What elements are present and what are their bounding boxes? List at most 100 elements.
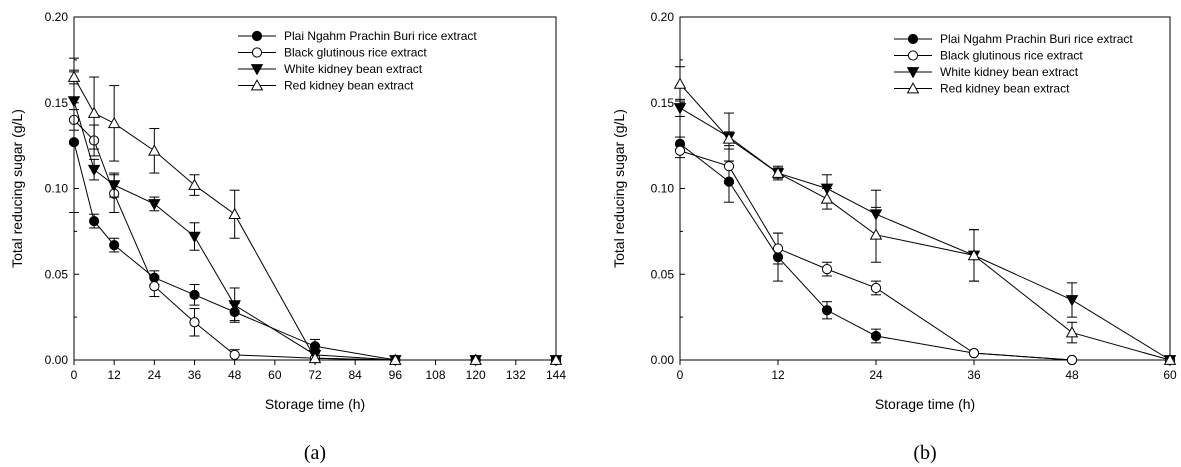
chart-b-x-tick-label: 48 — [1065, 368, 1079, 382]
chart-b-series-3-line — [679, 83, 1171, 361]
chart-b-series-3-point — [967, 248, 981, 261]
chart-b-series-2-line — [679, 107, 1171, 361]
chart-a-series-0 — [68, 71, 562, 366]
chart-b-series-3-point — [820, 192, 834, 204]
chart-a-series-2-point — [67, 96, 81, 108]
chart-a-legend-marker-0 — [251, 30, 263, 42]
chart-a-series-0-point — [189, 289, 200, 300]
chart-b-series-1-point — [821, 264, 833, 275]
chart-b-series-3-point — [869, 228, 883, 240]
chart-a-x-tick-label: 96 — [389, 368, 403, 382]
chart-b-y-tick-label: 0.00 — [651, 353, 675, 367]
chart-b-x-axis-label: Storage time (h) — [875, 396, 975, 412]
chart-b-series-0-line — [679, 143, 1170, 361]
chart-b-series-0 — [674, 136, 1176, 366]
chart-a-x-tick-label: 60 — [268, 368, 282, 382]
chart-a-series-0-point — [109, 239, 120, 251]
chart-a-series-3-point — [389, 353, 402, 365]
chart-a-series-1-line — [73, 119, 556, 361]
chart-b-legend-marker-1 — [907, 50, 919, 61]
chart-a-series-3-line — [73, 76, 556, 361]
chart-b-series-0-point — [821, 305, 833, 316]
chart-a-x-tick-label: 132 — [506, 368, 526, 382]
chart-a-series-1-point — [229, 349, 240, 360]
chart-a-series-2-point — [107, 180, 121, 192]
chart-a-series-3-point — [188, 178, 201, 190]
chart-b-series-2-point — [1065, 295, 1079, 307]
chart-a-series-1-point — [189, 317, 200, 328]
chart-b-y-tick-label: 0.15 — [651, 96, 675, 110]
chart-b-series-1-point — [772, 243, 784, 254]
chart-a-y-axis: 0.00 0.05 0.10 0.15 0.20 — [45, 10, 79, 367]
chart-b-series-1 — [674, 143, 1176, 366]
chart-b-series-3-point — [673, 77, 687, 89]
chart-a-legend-marker-3 — [250, 79, 264, 91]
chart-a-series-3-point — [469, 353, 482, 365]
chart-b-series-1-point — [723, 161, 735, 172]
chart-b-series-2 — [673, 98, 1177, 367]
chart-a-legend-label-0: Plai Ngahm Prachin Buri rice extract — [284, 29, 477, 43]
chart-a-series-3-point — [87, 106, 101, 118]
chart-a-series-3-point — [67, 70, 81, 82]
chart-b-legend-label-3: Red kidney bean extract — [940, 82, 1070, 96]
chart-a-x-tick-label: 108 — [425, 368, 445, 382]
chart-a-legend: Plai Ngahm Prachin Buri rice extract Blac… — [238, 29, 477, 93]
chart-b-legend-label-1: Black glutinous rice extract — [940, 49, 1083, 63]
chart-b-y-tick-label: 0.10 — [651, 182, 675, 196]
chart-b-panel-caption: (b) — [913, 442, 936, 464]
chart-a-y-tick-label: 0.00 — [45, 353, 69, 367]
chart-a-svg: 0.00 0.05 0.10 0.15 0.20 0 12 24 36 48 60 72 84 96 108… — [9, 10, 566, 464]
chart-b-series-3-point — [1065, 326, 1079, 338]
chart-a-y-tick-label: 0.05 — [45, 267, 69, 281]
chart-a-x-tick-label: 12 — [107, 368, 121, 382]
chart-a-x-tick-label: 120 — [466, 368, 486, 382]
chart-a-series-3-point — [308, 351, 322, 364]
chart-a-series-0-line — [73, 142, 556, 361]
chart-b-series-1-line — [679, 150, 1170, 361]
chart-a-series-2 — [67, 57, 563, 367]
chart-a-series-2-point — [188, 231, 201, 243]
chart-a-x-tick-label: 36 — [188, 368, 202, 382]
chart-a-x-tick-label: 144 — [546, 368, 566, 382]
chart-a-series-3-point — [148, 144, 161, 156]
chart-b-x-tick-label: 24 — [869, 368, 883, 382]
chart-panel-b: 0.00 0.05 0.10 0.15 0.20 0 12 24 36 48 60 Storage t… — [590, 0, 1181, 467]
chart-b-legend-label-2: White kidney bean extract — [940, 65, 1079, 79]
chart-a-x-tick-label: 0 — [71, 368, 78, 382]
chart-b-y-axis: 0.00 0.05 0.10 0.15 0.20 — [651, 10, 685, 367]
chart-b-series-3 — [673, 66, 1177, 365]
chart-a-series-3-point — [549, 353, 563, 365]
chart-b-x-tick-label: 12 — [771, 368, 785, 382]
chart-b-svg: 0.00 0.05 0.10 0.15 0.20 0 12 24 36 48 60 Storage t… — [611, 10, 1177, 464]
chart-a-y-axis-label: Total reducing sugar (g/L) — [9, 109, 25, 268]
chart-panel-a: 0.00 0.05 0.10 0.15 0.20 0 12 24 36 48 60 72 84 96 108… — [0, 0, 590, 467]
chart-a-x-tick-label: 84 — [348, 368, 362, 382]
chart-b-legend-marker-0 — [907, 33, 919, 45]
chart-a-legend-label-2: White kidney bean extract — [284, 62, 423, 76]
chart-b-plot-frame — [679, 16, 1171, 361]
chart-a-x-tick-label: 48 — [228, 368, 242, 382]
chart-a-series-2-line — [73, 100, 556, 361]
chart-a-legend-label-3: Red kidney bean extract — [284, 79, 414, 93]
chart-a-series-0-point — [88, 215, 100, 227]
chart-b-x-tick-label: 60 — [1163, 368, 1177, 382]
chart-a-series-1 — [68, 109, 562, 366]
chart-a-series-3-point — [107, 116, 121, 129]
chart-a-y-tick-label: 0.20 — [45, 10, 69, 24]
chart-b-series-1-point — [1066, 354, 1078, 366]
chart-a-series-3-point — [228, 207, 241, 220]
chart-a-series-1-point — [149, 281, 160, 292]
chart-b-series-1-point — [870, 282, 882, 294]
chart-b-series-3-point — [1163, 353, 1177, 365]
chart-a-panel-caption: (a) — [304, 442, 326, 464]
chart-b-series-2-point — [673, 103, 687, 115]
chart-a-series-2-point — [87, 164, 101, 177]
chart-b-legend: Plai Ngahm Prachin Buri rice extract Blac… — [894, 32, 1133, 96]
chart-a-legend-marker-2 — [250, 64, 264, 76]
chart-b-series-3-point — [722, 132, 736, 144]
chart-a-legend-label-1: Black glutinous rice extract — [284, 46, 427, 60]
chart-a-series-2-point — [148, 199, 161, 211]
chart-a-x-axis: 0 12 24 36 48 60 72 84 96 108 120 132 144 — [71, 360, 566, 382]
chart-a-x-axis-label: Storage time (h) — [265, 396, 365, 412]
chart-a-y-tick-label: 0.10 — [45, 182, 69, 196]
